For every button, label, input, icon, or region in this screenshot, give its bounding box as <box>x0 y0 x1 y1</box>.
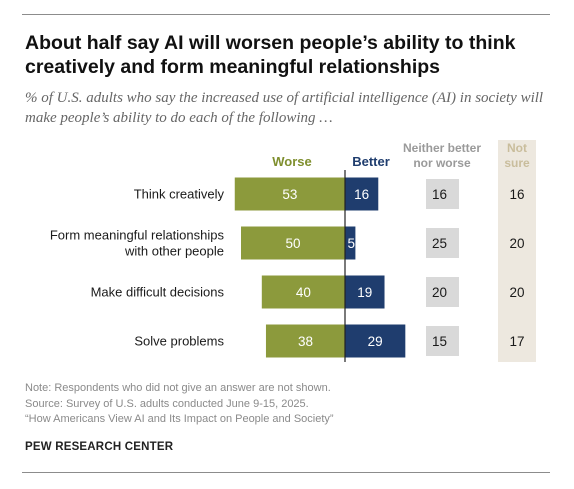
value-label-not-sure: 16 <box>509 187 524 202</box>
category-label: Make difficult decisions <box>91 285 225 300</box>
top-rule <box>22 14 550 15</box>
value-label-not-sure: 20 <box>509 236 524 251</box>
header-not-sure: Not <box>507 141 527 155</box>
source-text: Source: Survey of U.S. adults conducted … <box>25 397 309 410</box>
category-label: Solve problems <box>134 334 224 349</box>
value-label-better: 19 <box>357 285 372 300</box>
value-label-not-sure: 17 <box>509 334 524 349</box>
value-label-not-sure: 20 <box>509 285 524 300</box>
category-label: Form meaningful relationships <box>50 228 225 243</box>
header-worse: Worse <box>272 154 312 169</box>
value-label-better: 16 <box>354 187 369 202</box>
chart-subtitle: % of U.S. adults who say the increased u… <box>25 90 544 126</box>
bar-better <box>345 275 385 309</box>
box-neither <box>426 179 459 209</box>
header-neither: Neither better <box>403 141 481 155</box>
box-neither <box>426 326 459 356</box>
value-label-worse: 53 <box>282 187 297 202</box>
value-label-worse: 40 <box>296 285 311 300</box>
box-neither <box>426 277 459 307</box>
bar-better <box>345 177 379 211</box>
bar-better <box>345 226 356 260</box>
bar-worse <box>234 177 345 211</box>
value-label-neither: 15 <box>432 334 447 349</box>
header-neither: nor worse <box>413 156 471 170</box>
box-neither <box>426 228 459 258</box>
footer-notes: Note: Respondents who did not give an an… <box>25 381 545 428</box>
value-label-worse: 50 <box>285 236 300 251</box>
header-better: Better <box>352 154 390 169</box>
bar-worse <box>241 226 345 260</box>
value-label-neither: 25 <box>432 236 447 251</box>
value-label-worse: 38 <box>298 334 313 349</box>
brand-name: PEW RESEARCH CENTER <box>25 441 174 453</box>
category-label: Think creatively <box>134 187 225 202</box>
bar-worse <box>265 324 345 358</box>
report-title-text: “How Americans View AI and Its Impact on… <box>25 413 334 425</box>
value-label-better: 29 <box>368 334 383 349</box>
bar-better <box>345 324 406 358</box>
bottom-rule <box>22 472 550 473</box>
value-label-neither: 16 <box>432 187 447 202</box>
bar-worse <box>261 275 345 309</box>
not-sure-column-bg <box>498 140 536 362</box>
chart-title: About half say AI will worsen people’s a… <box>25 32 516 78</box>
value-label-neither: 20 <box>432 285 447 300</box>
category-label: with other people <box>124 244 224 259</box>
header-not-sure: sure <box>504 156 530 170</box>
value-label-better: 5 <box>347 236 355 251</box>
note-text: Note: Respondents who did not give an an… <box>25 382 331 394</box>
